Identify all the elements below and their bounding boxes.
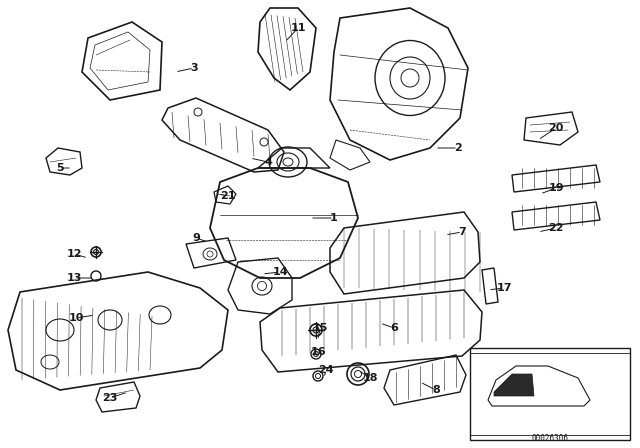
Text: 21: 21: [220, 191, 236, 201]
Text: 18: 18: [362, 373, 378, 383]
Text: 15: 15: [312, 323, 328, 333]
Text: 23: 23: [102, 393, 118, 403]
Text: 17: 17: [496, 283, 512, 293]
Text: 16: 16: [310, 347, 326, 357]
Text: 8: 8: [432, 385, 440, 395]
Text: 00026306: 00026306: [531, 434, 568, 443]
Text: 20: 20: [548, 123, 564, 133]
Text: 2: 2: [454, 143, 462, 153]
Text: 10: 10: [68, 313, 84, 323]
Text: 6: 6: [390, 323, 398, 333]
Text: 5: 5: [56, 163, 64, 173]
Text: 7: 7: [458, 227, 466, 237]
Text: 22: 22: [548, 223, 564, 233]
Text: 13: 13: [67, 273, 82, 283]
Text: 9: 9: [192, 233, 200, 243]
Bar: [470, 348, 630, 440]
Text: 4: 4: [264, 157, 272, 167]
Text: 11: 11: [291, 23, 306, 33]
Text: 19: 19: [548, 183, 564, 193]
Text: 1: 1: [330, 213, 338, 223]
Text: 3: 3: [190, 63, 198, 73]
Text: 24: 24: [318, 365, 334, 375]
Text: 14: 14: [272, 267, 288, 277]
Text: 12: 12: [67, 249, 82, 259]
Polygon shape: [494, 374, 534, 396]
